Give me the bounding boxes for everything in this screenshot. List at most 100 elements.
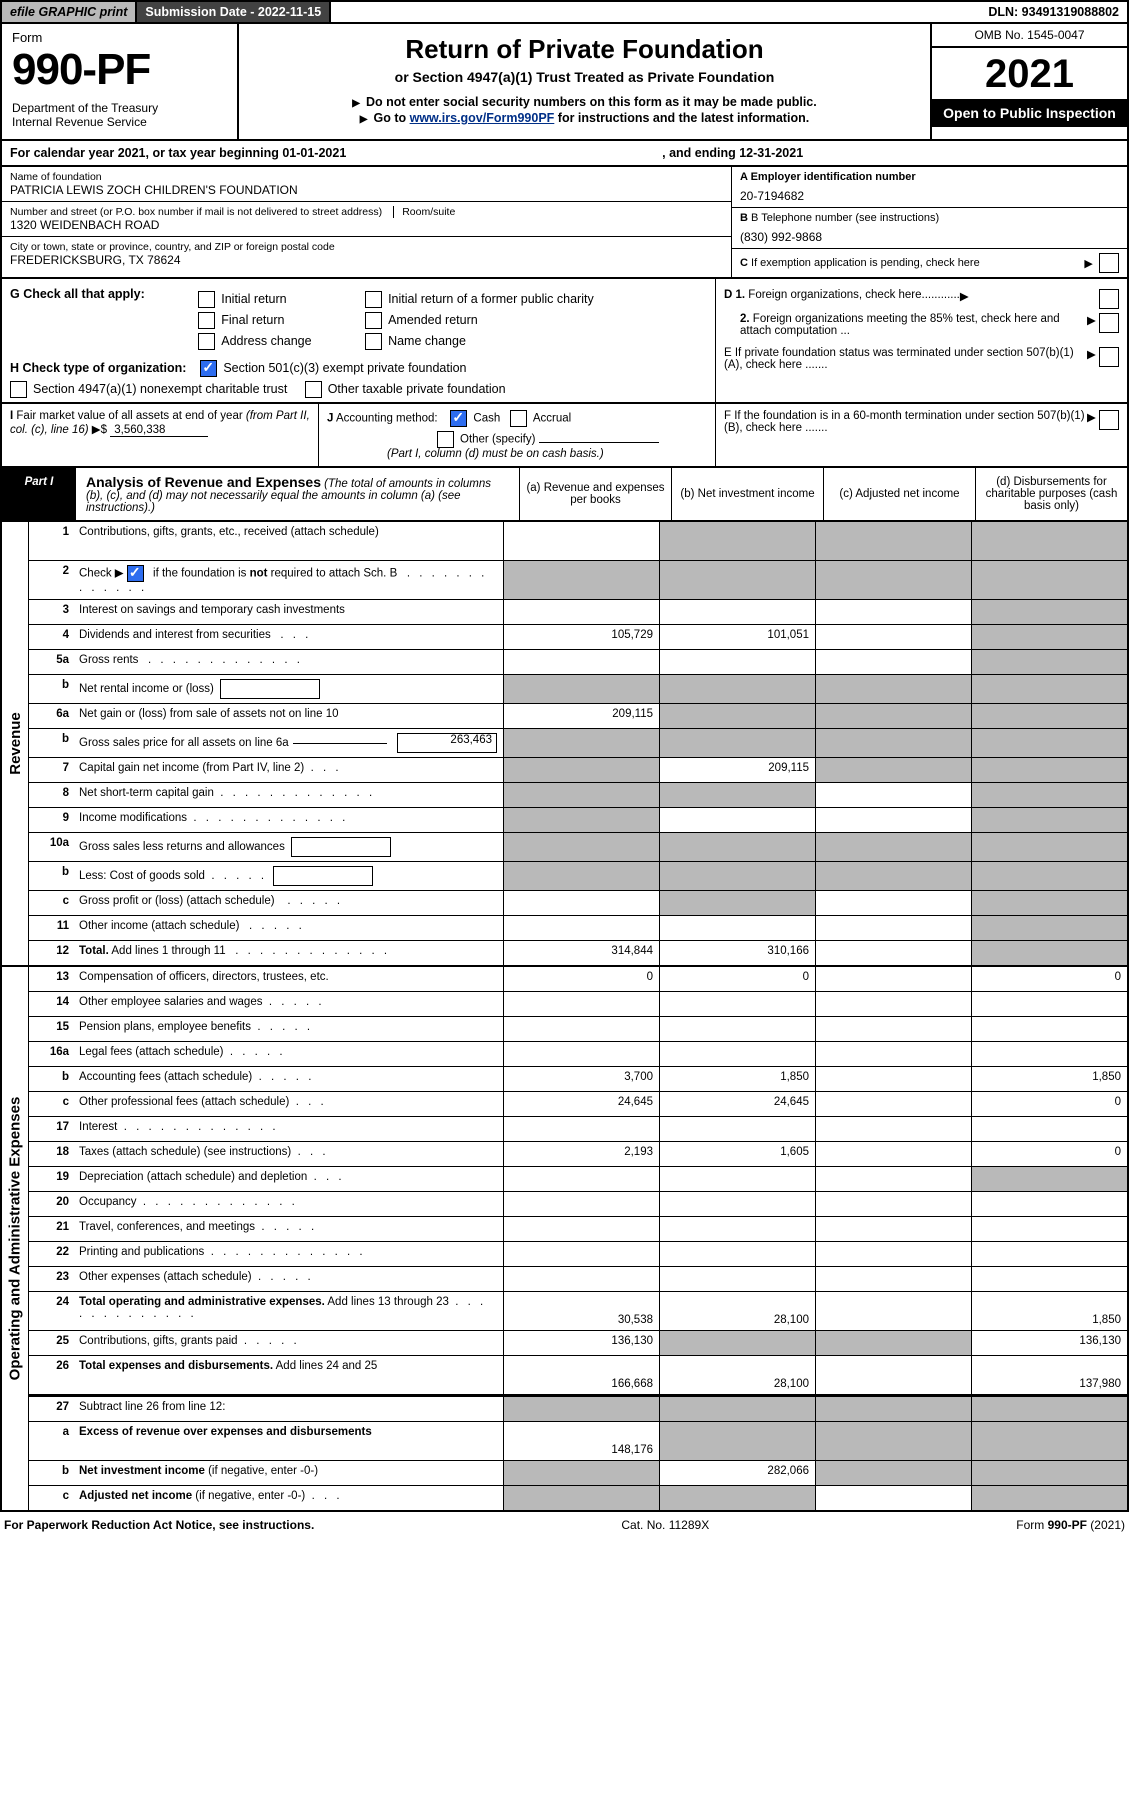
phone-label: B B Telephone number (see instructions) [740,212,1119,224]
l8: Net short-term capital gain . . . . . . … [73,783,503,807]
dln: DLN: 93491319088802 [980,2,1127,22]
addr-label: Number and street (or P.O. box number if… [10,206,382,218]
part1-badge: Part I [2,468,76,520]
l3: Interest on savings and temporary cash i… [73,600,503,624]
l7: Capital gain net income (from Part IV, l… [73,758,503,782]
l12: Total. Add lines 1 through 11 . . . . . … [73,941,503,965]
ck-other-taxable[interactable] [305,381,322,398]
street-address: 1320 WEIDENBACH ROAD [10,218,723,232]
h-row: H Check type of organization: Section 50… [10,360,707,398]
col-b-header: (b) Net investment income [671,468,823,520]
l26: Total expenses and disbursements. Add li… [73,1356,503,1394]
tax-year: 2021 [932,48,1127,99]
l25: Contributions, gifts, grants paid . . . … [73,1331,503,1355]
col-d-header: (d) Disbursements for charitable purpose… [975,468,1127,520]
part1-header: Part I Analysis of Revenue and Expenses … [0,468,1129,522]
expenses-side-label: Operating and Administrative Expenses [2,967,29,1510]
submission-date: Submission Date - 2022-11-15 [137,2,331,22]
ck-accrual[interactable] [510,410,527,427]
l7-b: 209,115 [659,758,815,782]
form-ref: Form 990-PF (2021) [1016,1518,1125,1532]
l17: Interest . . . . . . . . . . . . . [73,1117,503,1141]
c-checkbox[interactable] [1099,253,1119,273]
j-note: (Part I, column (d) must be on cash basi… [387,448,707,460]
l16c: Other professional fees (attach schedule… [73,1092,503,1116]
l4-b: 101,051 [659,625,815,649]
page-footer: For Paperwork Reduction Act Notice, see … [0,1512,1129,1538]
form-subtitle: or Section 4947(a)(1) Trust Treated as P… [247,69,922,85]
fmv-value: 3,560,338 [110,424,208,437]
l20: Occupancy . . . . . . . . . . . . . [73,1192,503,1216]
g-row: G Check all that apply: Initial return F… [10,287,707,354]
goto-prefix: Go to [373,111,409,125]
expenses-grid: Operating and Administrative Expenses 13… [0,967,1129,1512]
l6b: Gross sales price for all assets on line… [73,729,503,757]
revenue-grid: Revenue 1Contributions, gifts, grants, e… [0,522,1129,967]
form-title: Return of Private Foundation [247,34,922,65]
ck-501c3[interactable] [200,360,217,377]
e-checkbox[interactable] [1099,347,1119,367]
cal-begin: For calendar year 2021, or tax year begi… [10,146,346,160]
d1-row: D 1. Foreign organizations, check here..… [724,289,1119,309]
d2-checkbox[interactable] [1099,313,1119,333]
goto-line: Go to www.irs.gov/Form990PF for instruct… [247,111,922,125]
c-row: C If exemption application is pending, c… [732,249,1127,277]
l12-a: 314,844 [503,941,659,965]
l27b: Net investment income (if negative, ente… [73,1461,503,1485]
l24: Total operating and administrative expen… [73,1292,503,1330]
l27c: Adjusted net income (if negative, enter … [73,1486,503,1510]
l11: Other income (attach schedule) . . . . . [73,916,503,940]
f-block: F If the foundation is in a 60-month ter… [716,404,1127,466]
col-c-header: (c) Adjusted net income [823,468,975,520]
phone-value: (830) 992-9868 [740,230,1119,244]
form-number: 990-PF [12,45,227,95]
ck-schB[interactable] [127,565,144,582]
identification-block: Name of foundation PATRICIA LEWIS ZOCH C… [0,167,1129,279]
l27: Subtract line 26 from line 12: [73,1397,503,1421]
efile-print-button[interactable]: efile GRAPHIC print [2,2,137,22]
ck-final-return[interactable] [198,312,215,329]
instructions-link[interactable]: www.irs.gov/Form990PF [410,111,555,125]
f-checkbox[interactable] [1099,410,1119,430]
l21: Travel, conferences, and meetings . . . … [73,1217,503,1241]
l15: Pension plans, employee benefits . . . .… [73,1017,503,1041]
address-row: Number and street (or P.O. box number if… [2,202,731,237]
l12-b: 310,166 [659,941,815,965]
ck-4947a1[interactable] [10,381,27,398]
ein-label: A Employer identification number [740,171,1119,183]
department: Department of the Treasury Internal Reve… [12,101,227,129]
l16a: Legal fees (attach schedule) . . . . . [73,1042,503,1066]
d2-row: 2. Foreign organizations meeting the 85%… [724,313,1119,337]
part1-desc: Analysis of Revenue and Expenses (The to… [76,468,519,520]
year-block: OMB No. 1545-0047 2021 Open to Public In… [930,24,1127,139]
ck-address-change[interactable] [198,333,215,350]
form-word: Form [12,30,227,45]
form-title-block: Return of Private Foundation or Section … [239,24,930,139]
room-label: Room/suite [393,206,455,218]
d1-checkbox[interactable] [1099,289,1119,309]
l18: Taxes (attach schedule) (see instruction… [73,1142,503,1166]
omb-number: OMB No. 1545-0047 [932,24,1127,48]
name-row: Name of foundation PATRICIA LEWIS ZOCH C… [2,167,731,202]
j-block: J Accounting method: Cash Accrual Other … [319,404,716,466]
goto-suffix: for instructions and the latest informat… [554,111,809,125]
ck-initial-return[interactable] [198,291,215,308]
i-block: I Fair market value of all assets at end… [2,404,319,466]
l6a: Net gain or (loss) from sale of assets n… [73,704,503,728]
l5a: Gross rents . . . . . . . . . . . . . [73,650,503,674]
l16b: Accounting fees (attach schedule) . . . … [73,1067,503,1091]
ssn-warning: Do not enter social security numbers on … [247,95,922,109]
ck-name-change[interactable] [365,333,382,350]
ij-block: I Fair market value of all assets at end… [0,404,1129,468]
l2: Check ▶ if the foundation is not require… [73,561,503,599]
l4-a: 105,729 [503,625,659,649]
l10a: Gross sales less returns and allowances [73,833,503,861]
ck-cash[interactable] [450,410,467,427]
l9: Income modifications . . . . . . . . . .… [73,808,503,832]
ck-other-method[interactable] [437,431,454,448]
l5b: Net rental income or (loss) [73,675,503,703]
l13: Compensation of officers, directors, tru… [73,967,503,991]
ck-amended[interactable] [365,312,382,329]
ck-initial-public[interactable] [365,291,382,308]
calendar-year-row: For calendar year 2021, or tax year begi… [0,141,1129,167]
